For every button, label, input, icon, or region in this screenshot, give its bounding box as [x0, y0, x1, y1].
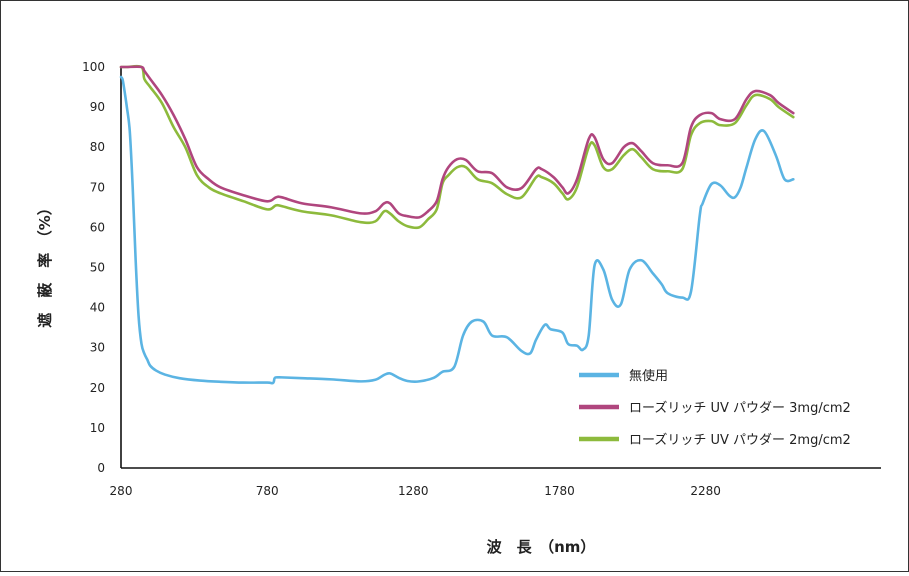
x-tick-label: 1780	[544, 484, 575, 498]
y-tick-label: 20	[90, 381, 105, 395]
y-tick-label: 50	[90, 261, 105, 275]
x-tick-label: 280	[110, 484, 133, 498]
series-line-3mg	[119, 65, 795, 219]
x-tick-label: 1280	[398, 484, 429, 498]
axes	[120, 67, 881, 469]
y-tick-label: 10	[90, 421, 105, 435]
y-tick-label: 70	[90, 180, 105, 194]
y-axis-title: 遮 蔽 率 （%）	[36, 200, 54, 328]
series-line-2mg	[119, 64, 795, 230]
legend-label: 無使用	[629, 368, 668, 384]
series-line-none	[119, 75, 795, 385]
y-tick-label: 30	[90, 341, 105, 355]
y-tick-label: 100	[82, 60, 105, 74]
legend-label: ローズリッチ UV パウダー 3mg/cm2	[629, 400, 851, 416]
x-axis-title: 波 長 （nm）	[487, 538, 596, 556]
axis-titles: 波 長 （nm） 遮 蔽 率 （%）	[36, 200, 595, 556]
y-tick-label: 60	[90, 220, 105, 234]
legend-label: ローズリッチ UV パウダー 2mg/cm2	[629, 432, 851, 448]
series-layer	[119, 64, 795, 385]
x-tick-label: 780	[256, 484, 279, 498]
y-tick-label: 80	[90, 140, 105, 154]
y-tick-label: 0	[97, 461, 105, 475]
x-tick-label: 2280	[690, 484, 721, 498]
y-tick-label: 40	[90, 301, 105, 315]
tick-labels: 0 10 20 30 40 50 60 70 80 90 100 280 780 1280 1780 2280	[82, 60, 721, 498]
y-tick-label: 90	[90, 100, 105, 114]
